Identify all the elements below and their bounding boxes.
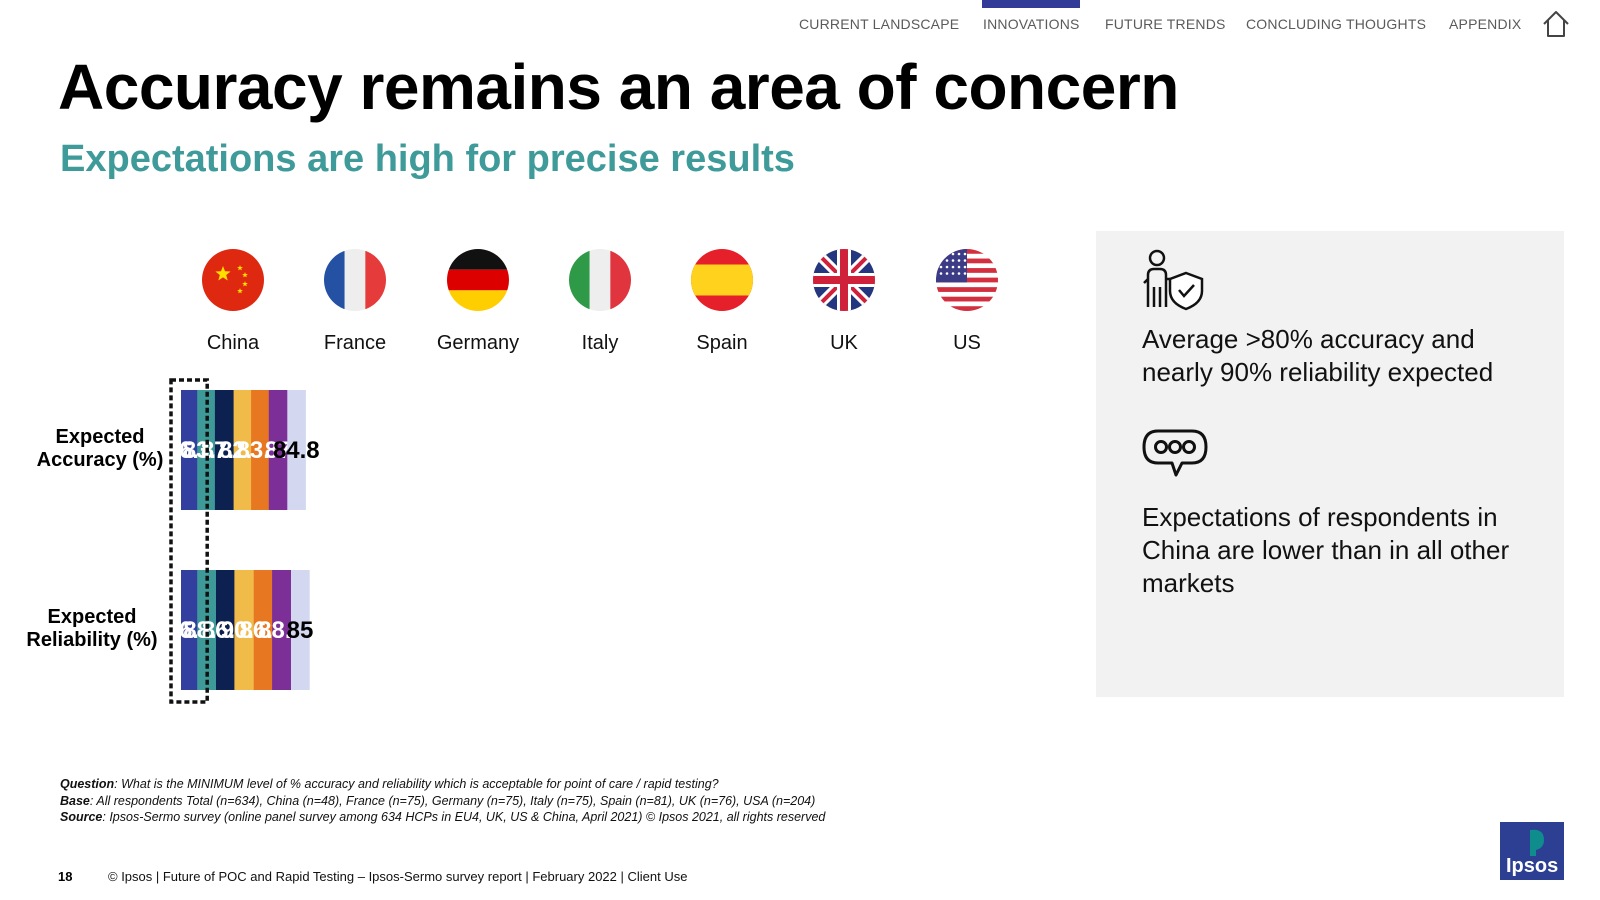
person-shield-icon (1143, 249, 1204, 311)
source-note: Source: Ipsos-Sermo survey (online panel… (60, 810, 826, 824)
series-label-0: Expected Accuracy (%) (37, 426, 164, 471)
bar-0-china (181, 390, 198, 510)
nav-item-concluding-thoughts[interactable]: CONCLUDING THOUGHTS (1246, 16, 1427, 32)
page-subtitle: Expectations are high for precise result… (60, 138, 795, 180)
bar-1-spain (253, 570, 273, 690)
bar-0-germany (214, 390, 235, 510)
data-label-0-us: 84.8 (273, 437, 320, 464)
home-icon[interactable] (1541, 9, 1571, 39)
china-flag-icon (202, 249, 264, 311)
top-navigation: CURRENT LANDSCAPE INNOVATIONS FUTURE TRE… (0, 0, 1600, 48)
bar-1-italy (234, 570, 255, 690)
finding-accuracy-reliability: Average >80% accuracy and nearly 90% rel… (1142, 324, 1494, 387)
category-label-france: France (324, 332, 386, 354)
germany-flag-icon (447, 249, 509, 311)
bar-0-us (287, 390, 306, 510)
finding-china-lower: Expectations of respondents in China are… (1142, 502, 1510, 598)
bar-0-uk (268, 390, 288, 510)
data-label-1-us: 85 (287, 617, 314, 644)
bar-1-germany (216, 570, 235, 690)
category-label-uk: UK (830, 332, 858, 354)
bar-0-italy (233, 390, 252, 510)
question-note: Question: What is the MINIMUM level of %… (60, 777, 719, 791)
bar-1-us (291, 570, 310, 690)
bar-1-uk (272, 570, 292, 690)
bar-0-spain (251, 390, 270, 510)
footer-text: © Ipsos | Future of POC and Rapid Testin… (108, 869, 688, 884)
ipsos-logo: Ipsos (1500, 822, 1564, 880)
svg-text:Ipsos: Ipsos (1506, 855, 1558, 877)
chart-notes: Question: What is the MINIMUM level of %… (60, 776, 825, 826)
speech-bubble-icon (1142, 429, 1208, 477)
nav-item-current-landscape[interactable]: CURRENT LANDSCAPE (799, 16, 960, 32)
nav-item-future-trends[interactable]: FUTURE TRENDS (1105, 16, 1226, 32)
nav-active-indicator (982, 0, 1080, 8)
page-number: 18 (58, 869, 73, 884)
category-label-italy: Italy (582, 332, 619, 354)
category-label-us: US (953, 332, 981, 354)
france-flag-icon (324, 249, 386, 311)
china-highlight-box (169, 378, 209, 704)
bar-1-france (197, 570, 217, 690)
bar-1-china (181, 570, 198, 690)
spain-flag-icon (691, 249, 753, 311)
category-label-germany: Germany (437, 332, 519, 354)
category-label-spain: Spain (696, 332, 747, 354)
us-flag-icon (936, 249, 998, 311)
series-label-1: Expected Reliability (%) (26, 606, 157, 651)
data-label-0-uk: 87 (265, 437, 292, 464)
stacked-bar-chart: China France Germany Italy Spain UK US Expected… (26, 249, 998, 704)
italy-flag-icon (569, 249, 631, 311)
category-label-china: China (207, 332, 260, 354)
nav-item-appendix[interactable]: APPENDIX (1449, 16, 1522, 32)
key-findings-panel: Average >80% accuracy and nearly 90% rel… (1096, 231, 1564, 697)
uk-flag-icon (813, 249, 875, 311)
page-title: Accuracy remains an area of concern (58, 51, 1179, 123)
base-note: Base: All respondents Total (n=634), Chi… (60, 793, 816, 808)
nav-item-innovations[interactable]: INNOVATIONS (983, 16, 1080, 32)
